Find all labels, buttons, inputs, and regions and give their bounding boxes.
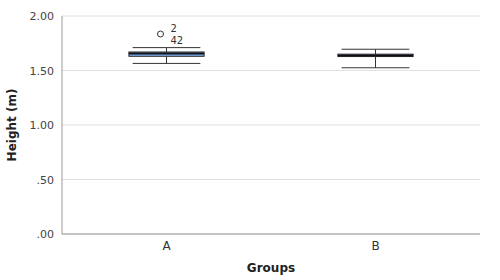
whisker-cap [133,47,201,48]
outlier [158,31,164,37]
x-axis-line [62,234,480,235]
grid-line [62,234,480,235]
box [338,54,413,56]
annotations: 242 [171,23,184,46]
whisker [375,49,376,54]
y-tick-label: 1.50 [30,65,55,78]
y-tick-label: .00 [37,228,55,241]
median-line [129,53,204,55]
median-line [338,54,413,56]
x-axis-label: Groups [247,261,295,275]
grid-line [62,16,480,17]
whisker-cap [342,67,410,68]
grid-line [62,179,480,180]
y-axis-line [62,16,63,234]
whisker [375,57,376,68]
outlier-label: 2 [171,23,177,34]
grid-line [62,70,480,71]
y-tick-label: 2.00 [30,10,55,23]
y-axis-label: Height (m) [5,89,19,162]
outlier-label: 42 [171,35,184,46]
marks [129,31,413,68]
grid [62,16,480,234]
whisker-cap [133,63,201,64]
chart: .00 .50 1.00 1.50 2.00 A B Groups Height (m) 242 [0,0,500,280]
x-tick-label: A [162,239,171,253]
y-tick-label: 1.00 [30,119,55,132]
x-tick-label: B [371,239,379,253]
whisker [166,48,167,52]
box [129,52,204,56]
whisker [166,56,167,63]
grid-line [62,125,480,126]
whisker-cap [342,49,410,50]
y-tick-label: .50 [37,174,55,187]
